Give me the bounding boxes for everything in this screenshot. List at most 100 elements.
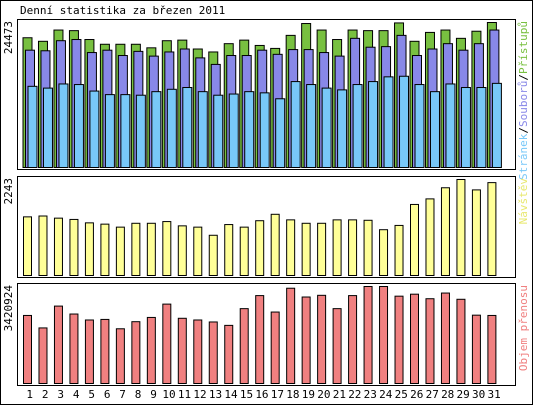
bar-stranek-day-13 bbox=[213, 94, 224, 168]
bar-navstev-day-10 bbox=[162, 221, 172, 276]
bar-navstev-day-6 bbox=[100, 223, 110, 276]
day-label-9: 9 bbox=[150, 388, 157, 401]
bar-stranek-day-10 bbox=[166, 88, 177, 168]
day-label-14: 14 bbox=[224, 388, 238, 401]
bar-stranek-day-9 bbox=[151, 91, 162, 168]
day-label-11: 11 bbox=[178, 388, 191, 401]
bar-objem-day-18 bbox=[286, 287, 296, 385]
bar-navstev-day-27 bbox=[425, 198, 435, 276]
bar-navstev-day-29 bbox=[456, 179, 466, 276]
day-label-25: 25 bbox=[395, 388, 408, 401]
bar-navstev-day-14 bbox=[224, 224, 234, 276]
bar-navstev-day-20 bbox=[317, 222, 327, 276]
bar-navstev-day-18 bbox=[286, 219, 296, 276]
bar-navstev-day-31 bbox=[487, 182, 497, 276]
bar-objem-day-25 bbox=[394, 295, 404, 384]
day-axis-labels: 1 2 3 4 5 6 7 8 9 10 11 12 13 14 15 16 17 18 19 20 21 22 23 24 2… bbox=[26, 388, 500, 401]
day-label-12: 12 bbox=[193, 388, 206, 401]
y-max-label: 3420924 bbox=[2, 285, 15, 332]
day-label-31: 31 bbox=[488, 388, 501, 401]
day-label-29: 29 bbox=[457, 388, 470, 401]
bar-objem-day-6 bbox=[100, 318, 110, 385]
panel-frame bbox=[17, 176, 516, 278]
bar-objem-day-30 bbox=[471, 314, 481, 385]
bar-objem-day-16 bbox=[255, 295, 265, 384]
bar-stranek-day-29 bbox=[460, 87, 471, 168]
panel-frame bbox=[17, 283, 516, 386]
bar-navstev-day-12 bbox=[193, 226, 203, 276]
legend-sep1: / bbox=[517, 127, 530, 134]
bar-stranek-day-17 bbox=[275, 98, 286, 168]
bar-navstev-day-25 bbox=[394, 224, 404, 276]
day-label-17: 17 bbox=[271, 388, 284, 401]
bar-objem-day-1 bbox=[23, 314, 32, 384]
legend-objem: Objem přenosu bbox=[517, 285, 530, 371]
bar-stranek-day-3 bbox=[58, 83, 69, 168]
bar-objem-day-8 bbox=[131, 321, 141, 384]
bar-stranek-day-4 bbox=[73, 84, 84, 168]
panel-3: 3420924 Objem přenosu bbox=[2, 283, 530, 386]
legend-navstev: Návštěv bbox=[517, 178, 530, 225]
day-label-18: 18 bbox=[286, 388, 299, 401]
bar-stranek-day-1 bbox=[27, 85, 38, 168]
bar-objem-day-29 bbox=[456, 298, 466, 385]
bar-objem-day-13 bbox=[208, 321, 218, 385]
day-label-8: 8 bbox=[135, 388, 142, 401]
bar-objem-day-21 bbox=[332, 308, 342, 385]
day-label-22: 22 bbox=[348, 388, 361, 401]
bar-objem-day-17 bbox=[270, 311, 280, 384]
bar-objem-day-15 bbox=[239, 308, 249, 385]
bar-objem-day-19 bbox=[301, 296, 311, 384]
bar-navstev-day-28 bbox=[440, 187, 450, 276]
legend-part2: Souborů bbox=[517, 81, 530, 127]
legend-part1: Stránek bbox=[517, 133, 530, 180]
day-label-16: 16 bbox=[255, 388, 268, 401]
bar-stranek-day-15 bbox=[244, 91, 255, 168]
bar-navstev-day-16 bbox=[255, 220, 265, 277]
bar-stranek-day-22 bbox=[352, 84, 363, 168]
bar-objem-day-20 bbox=[317, 294, 327, 384]
day-label-15: 15 bbox=[240, 388, 253, 401]
day-label-3: 3 bbox=[57, 388, 64, 401]
y-max-label: 24473 bbox=[2, 21, 15, 54]
bar-navstev-day-1 bbox=[23, 216, 32, 276]
day-label-4: 4 bbox=[73, 388, 80, 401]
bar-objem-day-24 bbox=[379, 286, 389, 384]
bar-objem-day-2 bbox=[38, 327, 48, 385]
bar-stranek-day-12 bbox=[197, 91, 208, 168]
day-label-13: 13 bbox=[209, 388, 222, 401]
bar-navstev-day-30 bbox=[471, 189, 481, 276]
day-label-20: 20 bbox=[317, 388, 330, 401]
day-label-2: 2 bbox=[42, 388, 49, 401]
bar-navstev-day-13 bbox=[208, 234, 218, 277]
day-label-27: 27 bbox=[426, 388, 439, 401]
day-label-6: 6 bbox=[104, 388, 111, 401]
bar-objem-day-12 bbox=[193, 319, 203, 384]
bar-objem-day-22 bbox=[348, 295, 358, 384]
legend-sep2: / bbox=[517, 74, 530, 81]
bar-stranek-day-14 bbox=[228, 93, 239, 168]
bar-stranek-day-20 bbox=[321, 87, 332, 168]
bar-navstev-day-23 bbox=[363, 219, 373, 276]
legend-part3: Přístupů bbox=[517, 21, 530, 74]
bar-navstev-day-9 bbox=[146, 222, 156, 276]
day-label-26: 26 bbox=[410, 388, 423, 401]
bar-objem-day-28 bbox=[440, 292, 450, 384]
bar-objem-day-3 bbox=[53, 305, 63, 385]
day-label-21: 21 bbox=[333, 388, 346, 401]
bar-objem-day-9 bbox=[146, 316, 156, 384]
bar-stranek-day-11 bbox=[182, 87, 193, 168]
bar-navstev-day-11 bbox=[177, 225, 187, 276]
legend-stranek-souboru-pristupu: Stránek/Souborů/Přístupů bbox=[517, 21, 530, 180]
bar-stranek-day-7 bbox=[120, 94, 131, 168]
day-label-7: 7 bbox=[119, 388, 126, 401]
day-label-1: 1 bbox=[26, 388, 33, 401]
y-max-label: 2243 bbox=[2, 178, 15, 205]
bar-objem-day-23 bbox=[363, 286, 373, 384]
bar-stranek-day-30 bbox=[476, 87, 487, 168]
bar-objem-day-14 bbox=[224, 324, 234, 385]
bar-stranek-day-24 bbox=[383, 76, 394, 168]
